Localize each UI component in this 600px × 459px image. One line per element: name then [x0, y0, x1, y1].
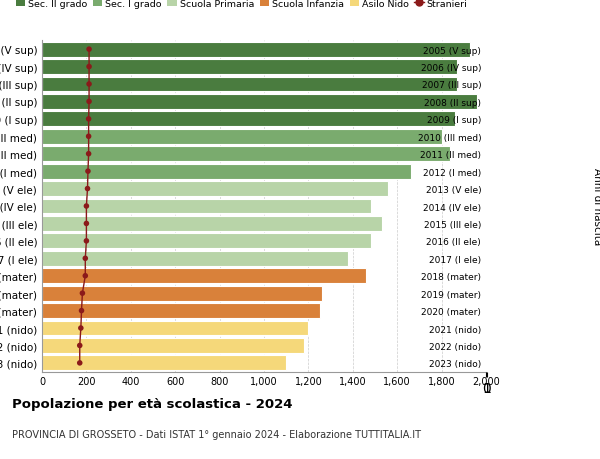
- Bar: [42, 182, 388, 196]
- Legend: Sec. II grado, Sec. I grado, Scuola Primaria, Scuola Infanzia, Asilo Nido, Stran: Sec. II grado, Sec. I grado, Scuola Prim…: [16, 0, 467, 9]
- Point: [83, 168, 93, 175]
- Point: [80, 273, 90, 280]
- Point: [80, 255, 90, 263]
- Point: [77, 290, 87, 297]
- Point: [77, 307, 86, 314]
- Point: [83, 185, 92, 193]
- Bar: [42, 112, 455, 127]
- Point: [82, 238, 91, 245]
- Bar: [42, 286, 322, 301]
- Point: [84, 46, 94, 54]
- Bar: [42, 303, 320, 318]
- Bar: [42, 43, 470, 57]
- Point: [82, 203, 91, 210]
- Bar: [42, 356, 286, 370]
- Bar: [42, 95, 477, 110]
- Point: [84, 151, 94, 158]
- Point: [82, 220, 91, 228]
- Bar: [42, 147, 451, 162]
- Bar: [42, 269, 366, 284]
- Point: [84, 116, 94, 123]
- Bar: [42, 321, 308, 336]
- Bar: [42, 252, 349, 266]
- Bar: [42, 199, 371, 214]
- Point: [75, 342, 85, 349]
- Bar: [42, 234, 371, 249]
- Point: [84, 133, 94, 140]
- Bar: [42, 78, 457, 92]
- Point: [84, 81, 94, 89]
- Point: [76, 325, 86, 332]
- Bar: [42, 129, 442, 145]
- Bar: [42, 338, 304, 353]
- Bar: [42, 60, 457, 75]
- Point: [75, 359, 85, 367]
- Text: PROVINCIA DI GROSSETO - Dati ISTAT 1° gennaio 2024 - Elaborazione TUTTITALIA.IT: PROVINCIA DI GROSSETO - Dati ISTAT 1° ge…: [12, 429, 421, 439]
- Bar: [42, 217, 382, 231]
- Bar: [42, 164, 410, 179]
- Text: Popolazione per età scolastica - 2024: Popolazione per età scolastica - 2024: [12, 397, 293, 410]
- Text: Anni di nascita: Anni di nascita: [592, 168, 600, 245]
- Point: [84, 64, 94, 71]
- Point: [84, 99, 94, 106]
